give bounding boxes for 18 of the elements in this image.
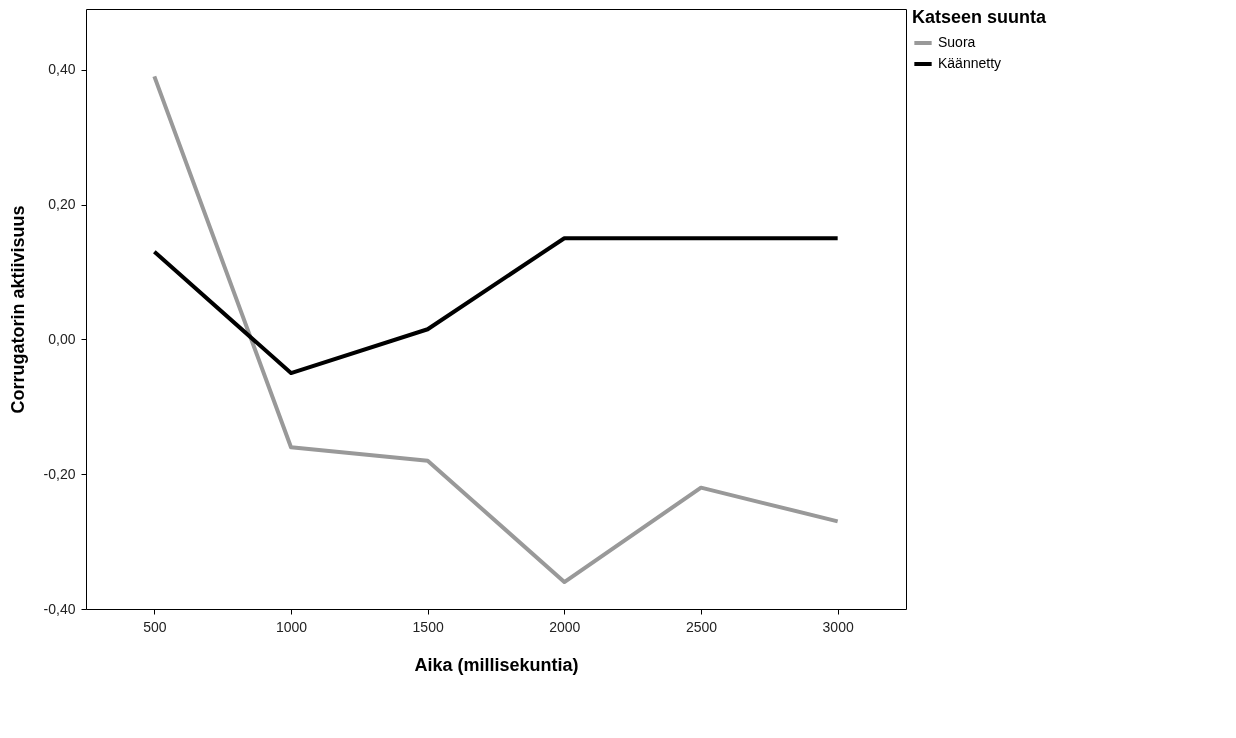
line-series (152, 74, 840, 585)
y-tick-label: -0,20 (43, 465, 76, 482)
legend-title: Katseen suunta (912, 7, 1048, 27)
x-axis-title: Aika (millisekuntia) (414, 654, 579, 675)
x-tick-label: 1500 (412, 618, 444, 635)
line-series (152, 236, 840, 376)
x-tick-label: 2000 (549, 618, 581, 635)
x-tick-label: 500 (143, 618, 167, 635)
y-tick-label: 0,00 (48, 330, 76, 347)
y-tick-label: 0,40 (48, 61, 76, 78)
y-tick-label: 0,20 (48, 196, 76, 213)
x-tick-label: 3000 (822, 618, 854, 635)
legend-label: Käännetty (938, 55, 1002, 71)
y-axis-title: Corrugatorin aktiivisuus (7, 205, 28, 414)
legend-label: Suora (938, 34, 976, 50)
x-tick-label: 2500 (685, 618, 718, 635)
x-tick-label: 1000 (275, 618, 308, 635)
y-tick-label: -0,40 (43, 600, 76, 617)
